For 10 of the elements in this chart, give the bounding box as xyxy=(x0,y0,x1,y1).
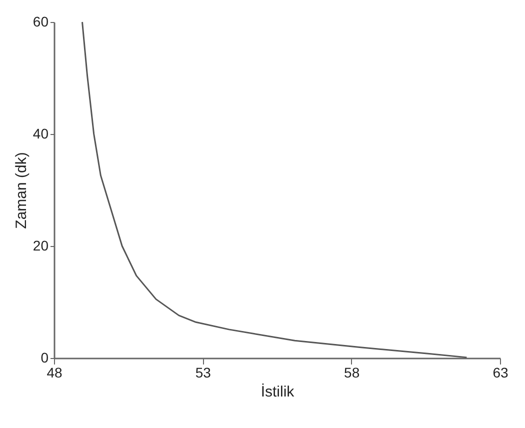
x-axis-title: İstilik xyxy=(260,382,295,400)
y-tick-label: 20 xyxy=(32,238,49,254)
x-tick-label: 53 xyxy=(195,364,212,380)
x-tick-label: 48 xyxy=(46,364,62,380)
y-tick-label: 40 xyxy=(32,126,49,142)
y-tick-label: 60 xyxy=(32,14,49,30)
y-axis-title: Zaman (dk) xyxy=(12,152,30,229)
y-tick-label: 0 xyxy=(40,350,49,366)
x-tick-label: 58 xyxy=(344,364,360,380)
x-tick-label: 63 xyxy=(492,364,508,380)
